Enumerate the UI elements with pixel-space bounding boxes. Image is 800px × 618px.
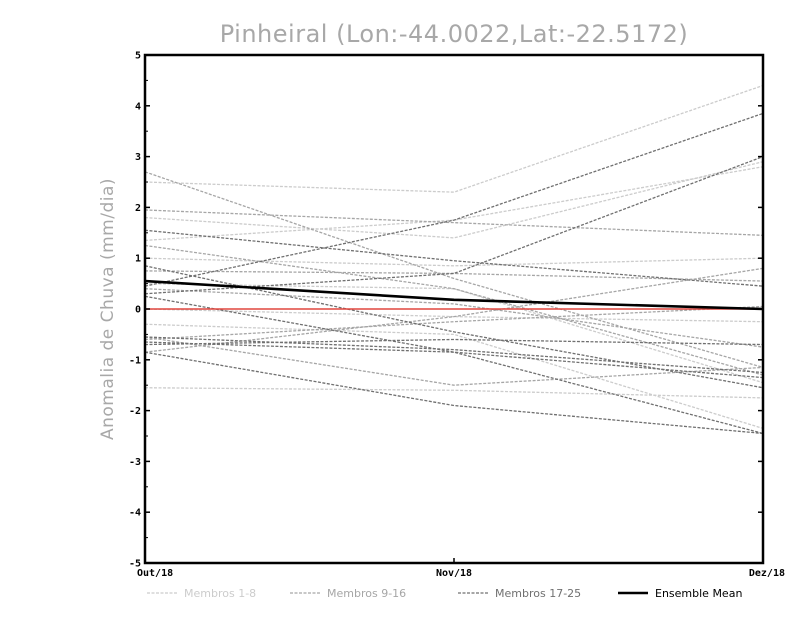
series-line-g3-1	[144, 112, 764, 287]
legend-label: Membros 9-16	[327, 587, 406, 600]
series-line-g1-1	[144, 84, 764, 193]
y-tick-label: -5	[129, 559, 141, 570]
series-line-g3-3	[144, 155, 764, 295]
y-tick-label: -1	[129, 355, 141, 366]
series-line-g2-7	[144, 171, 764, 369]
y-tick-label: -2	[129, 406, 141, 417]
series-line-g3-8	[144, 351, 764, 435]
series-line-g3-9	[144, 341, 764, 379]
series-line-g3-4	[144, 338, 764, 346]
series-line-g1-2	[144, 166, 764, 242]
y-tick-label: 4	[135, 101, 141, 112]
series-line-g3-2	[144, 229, 764, 287]
series-line-g1-6	[144, 282, 764, 384]
legend: Membros 1-8 Membros 9-16 Membros 17-25 Ense…	[147, 587, 742, 600]
legend-label: Membros 1-8	[184, 587, 256, 600]
series-line-g1-4	[144, 257, 764, 267]
series-line-g1-8	[144, 308, 764, 323]
ensemble-mean-line	[144, 279, 764, 311]
y-tick-label: 1	[135, 254, 141, 265]
series-line-g3-5	[144, 336, 764, 374]
series-line-g2-6	[144, 288, 764, 348]
y-axis-label: Anomalia de Chuva (mm/dia)	[98, 178, 118, 440]
chart-title: Pinheiral (Lon:-44.0022,Lat:-22.5172)	[220, 20, 689, 48]
y-tick-label: 2	[135, 203, 141, 214]
y-tick-label: -4	[129, 508, 141, 519]
series-line-g2-8	[144, 305, 764, 341]
series-layer	[144, 84, 764, 435]
ensemble-mean-layer	[144, 279, 764, 311]
series-line-g2-4	[144, 267, 764, 353]
series-line-g2-1	[144, 209, 764, 236]
series-line-g1-3	[144, 161, 764, 239]
series-line-g1-5	[144, 387, 764, 399]
series-line-g1-7	[144, 323, 764, 430]
y-tick-label: 3	[135, 152, 141, 163]
y-tick-label: 5	[135, 51, 141, 62]
x-tick-label: Out/18	[137, 568, 173, 579]
y-tick-label: 0	[135, 305, 141, 316]
y-tick-label: -3	[129, 457, 141, 468]
legend-label: Membros 17-25	[495, 587, 581, 600]
legend-label: Ensemble Mean	[655, 587, 742, 600]
series-line-g2-2	[144, 244, 764, 376]
x-tick-label: Dez/18	[749, 568, 785, 579]
series-line-g3-7	[144, 295, 764, 435]
x-tick-label: Nov/18	[436, 568, 472, 579]
series-line-g2-3	[144, 270, 764, 282]
series-line-g2-5	[144, 336, 764, 386]
